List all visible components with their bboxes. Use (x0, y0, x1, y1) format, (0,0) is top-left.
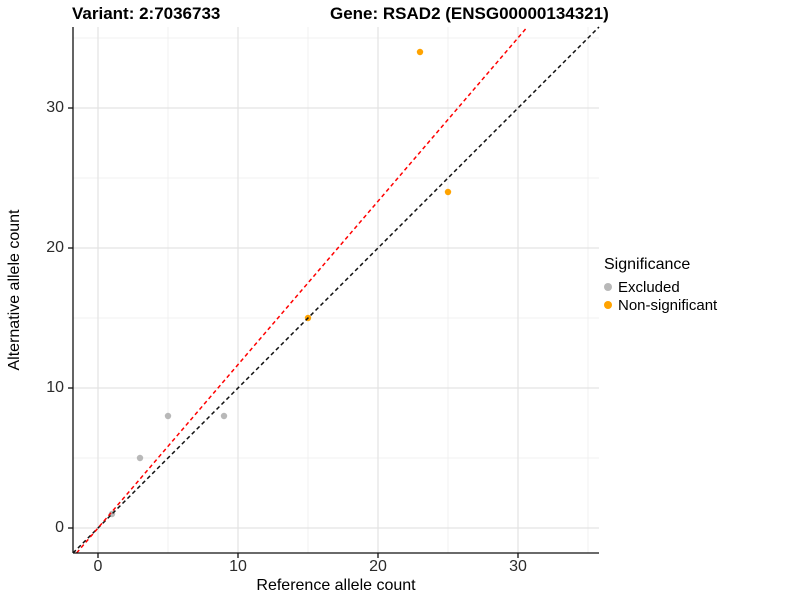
x-axis-title: Reference allele count (256, 577, 416, 594)
legend: Significance Excluded Non-significant (604, 256, 717, 314)
point-non-significant (444, 188, 452, 196)
reference-lines (72, 26, 600, 554)
gene-title: Gene: RSAD2 (ENSG00000134321) (330, 4, 609, 23)
legend-title: Significance (604, 256, 691, 273)
point-excluded (220, 412, 228, 420)
legend-items: Excluded Non-significant (604, 278, 717, 314)
legend-item-label: Excluded (618, 278, 680, 296)
y-tick-label: 0 (55, 519, 64, 536)
tick-marks (68, 107, 519, 558)
point-excluded (164, 412, 172, 420)
legend-item-non-significant: Non-significant (604, 296, 717, 314)
y-tick-label: 30 (46, 99, 64, 116)
data-points (108, 48, 452, 518)
variant-title: Variant: 2:7036733 (72, 4, 221, 23)
point-excluded (136, 454, 144, 462)
y-tick-label: 10 (46, 379, 64, 396)
legend-swatch-icon (604, 301, 612, 309)
x-tick-label: 10 (229, 558, 247, 575)
x-tick-label: 20 (369, 558, 387, 575)
y-axis-title: Alternative allele count (6, 209, 23, 371)
expected-ratio-line (76, 26, 528, 554)
identity-line (72, 26, 600, 554)
x-tick-label: 30 (509, 558, 527, 575)
major-gridlines (73, 27, 599, 553)
minor-gridlines (73, 27, 599, 553)
point-non-significant (416, 48, 424, 56)
legend-item-label: Non-significant (618, 296, 718, 314)
legend-swatch-icon (604, 283, 612, 291)
legend-item-excluded: Excluded (604, 278, 717, 296)
x-tick-label: 0 (93, 558, 103, 575)
y-tick-label: 20 (46, 239, 64, 256)
axis-lines (72, 27, 599, 554)
